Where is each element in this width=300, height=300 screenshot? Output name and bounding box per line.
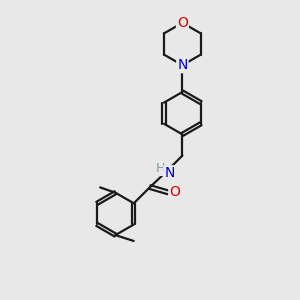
Text: N: N xyxy=(177,58,188,72)
Text: O: O xyxy=(177,16,188,30)
Text: N: N xyxy=(164,166,175,180)
Text: O: O xyxy=(169,185,180,200)
Text: H: H xyxy=(156,162,165,175)
